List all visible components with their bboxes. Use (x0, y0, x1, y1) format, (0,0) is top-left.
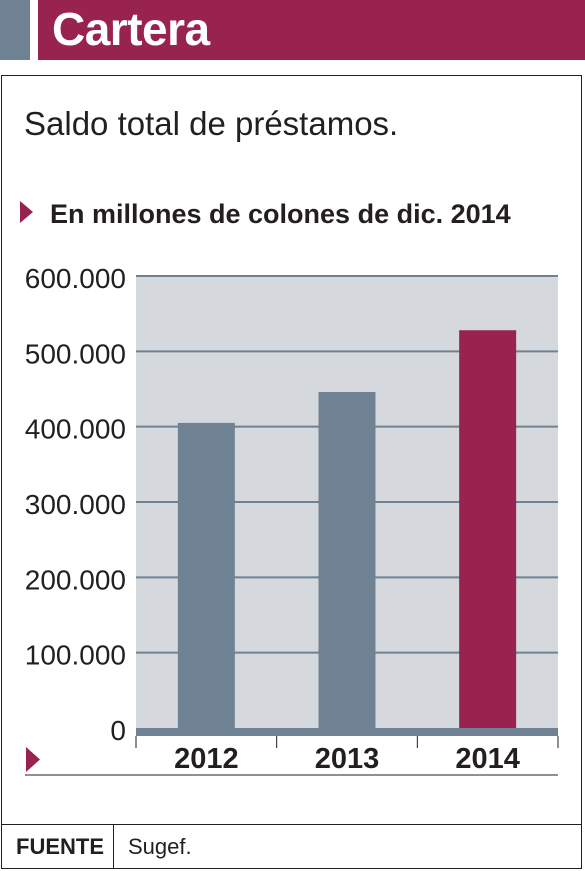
unit-label: En millones de colones de dic. 2014 (50, 199, 511, 229)
footer-divider (1, 824, 582, 825)
y-tick-label: 500.000 (25, 338, 126, 369)
y-tick-label: 600.000 (25, 263, 126, 294)
bar-2012 (177, 422, 235, 728)
chart-frame (1, 75, 582, 869)
x-tick-label: 2012 (174, 743, 239, 775)
source-value: Sugef. (128, 834, 192, 859)
x-axis-baseline (136, 728, 558, 736)
header-accent-block (0, 0, 30, 60)
bar-chart: 0 100.000 200.000 300.000 400.000 500.000 600.… (25, 263, 559, 776)
y-tick-label: 300.000 (25, 489, 126, 520)
y-tick-label: 100.000 (25, 640, 126, 671)
header-bar (38, 0, 585, 60)
axis-arrow-icon (26, 747, 40, 772)
x-tick-label: 2014 (455, 743, 520, 775)
x-tick-label: 2013 (315, 743, 380, 775)
bar-2014 (459, 330, 517, 728)
y-tick-label: 400.000 (25, 414, 126, 445)
chart-subtitle: Saldo total de préstamos. (24, 105, 399, 142)
y-tick-label: 0 (110, 715, 126, 746)
page-title: Cartera (52, 3, 210, 55)
source-key: FUENTE (16, 834, 104, 859)
bar-2013 (318, 392, 376, 728)
unit-arrow-icon (20, 201, 33, 223)
y-tick-label: 200.000 (25, 564, 126, 595)
footer-separator (113, 825, 114, 869)
